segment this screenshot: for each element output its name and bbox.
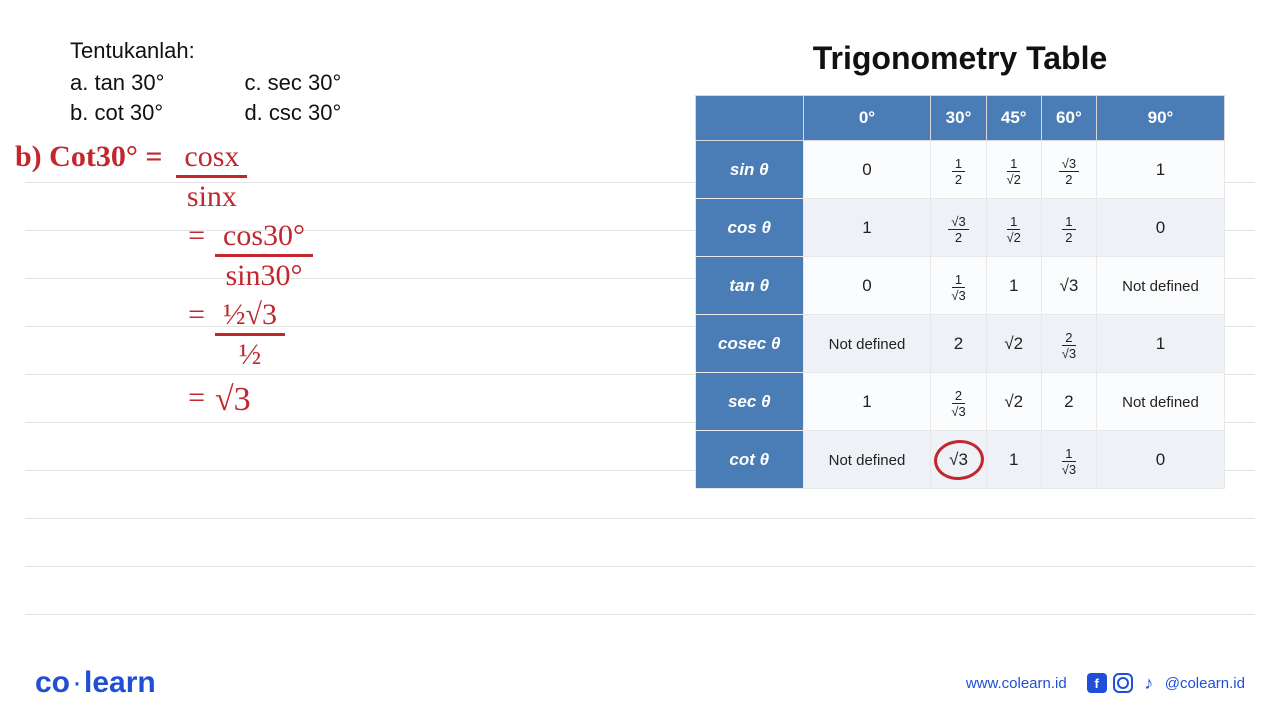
table-cell: 23 — [1041, 315, 1096, 373]
row-header: sec θ — [696, 373, 804, 431]
table-angle-1: 30° — [931, 96, 986, 141]
hw-step2-den: sin30° — [217, 257, 310, 292]
table-cell: 0 — [803, 257, 931, 315]
table-cell: 32 — [1041, 141, 1096, 199]
instagram-icon — [1113, 673, 1133, 693]
table-cell: 1 — [986, 257, 1041, 315]
table-cell: 2 — [986, 373, 1041, 431]
question-a: a. tan 30° — [70, 70, 164, 96]
table-row: cos θ13212120 — [696, 199, 1225, 257]
footer-url: www.colearn.id — [966, 675, 1067, 692]
question-title: Tentukanlah: — [70, 38, 341, 64]
table-row: tan θ01313Not defined — [696, 257, 1225, 315]
footer-handle: @colearn.id — [1165, 675, 1245, 692]
logo: co·learn — [35, 666, 156, 700]
table-angle-2: 45° — [986, 96, 1041, 141]
hw-step1-den: sinx — [179, 178, 245, 213]
question-c: c. sec 30° — [244, 70, 341, 96]
table-cell: 2 — [986, 315, 1041, 373]
row-header: tan θ — [696, 257, 804, 315]
question-block: Tentukanlah: a. tan 30° b. cot 30° c. se… — [70, 38, 341, 126]
table-cell: 1 — [803, 373, 931, 431]
row-header: cos θ — [696, 199, 804, 257]
tiktok-icon: ♪ — [1139, 673, 1159, 693]
table-angle-0: 0° — [803, 96, 931, 141]
logo-dot: · — [72, 666, 82, 699]
row-header: cosec θ — [696, 315, 804, 373]
hw-step2-num: cos30° — [215, 219, 313, 257]
hw-step3-num: ½√3 — [215, 298, 285, 336]
table-cell: Not defined — [1097, 373, 1225, 431]
table-cell: Not defined — [1097, 257, 1225, 315]
table-cell: 1 — [803, 199, 931, 257]
table-cell: 2 — [931, 315, 986, 373]
trig-table-wrap: Trigonometry Table 0° 30° 45° 60° 90° si… — [695, 40, 1225, 489]
table-cell: 12 — [1041, 199, 1096, 257]
table-cell: 12 — [986, 199, 1041, 257]
table-header-row: 0° 30° 45° 60° 90° — [696, 96, 1225, 141]
row-header: cot θ — [696, 431, 804, 489]
table-cell: 2 — [1041, 373, 1096, 431]
table-cell: 0 — [1097, 431, 1225, 489]
row-header: sin θ — [696, 141, 804, 199]
table-angle-3: 60° — [1041, 96, 1096, 141]
table-corner — [696, 96, 804, 141]
table-angle-4: 90° — [1097, 96, 1225, 141]
table-cell: 3 — [931, 431, 986, 489]
table-cell: 13 — [931, 257, 986, 315]
table-row: sec θ12322Not defined — [696, 373, 1225, 431]
table-cell: 1 — [986, 431, 1041, 489]
table-cell: 12 — [931, 141, 986, 199]
hw-result: √3 — [215, 381, 251, 418]
trig-table: 0° 30° 45° 60° 90° sin θ01212321cos θ132… — [695, 95, 1225, 489]
logo-co: co — [35, 666, 70, 699]
facebook-icon: f — [1087, 673, 1107, 693]
hw-step3-den: ½ — [231, 336, 270, 371]
table-row: cot θNot defined31130 — [696, 431, 1225, 489]
table-cell: Not defined — [803, 315, 931, 373]
question-d: d. csc 30° — [244, 100, 341, 126]
table-cell: 13 — [1041, 431, 1096, 489]
table-cell: 0 — [1097, 199, 1225, 257]
logo-learn: learn — [84, 666, 156, 699]
table-cell: 12 — [986, 141, 1041, 199]
table-cell: 0 — [803, 141, 931, 199]
table-row: sin θ01212321 — [696, 141, 1225, 199]
table-cell: 23 — [931, 373, 986, 431]
table-row: cosec θNot defined22231 — [696, 315, 1225, 373]
table-cell: Not defined — [803, 431, 931, 489]
hw-step1-num: cosx — [176, 140, 247, 178]
table-cell: 32 — [931, 199, 986, 257]
hw-label: b) Cot30° = — [15, 140, 162, 173]
table-cell: 1 — [1097, 141, 1225, 199]
table-cell: 1 — [1097, 315, 1225, 373]
table-title: Trigonometry Table — [695, 40, 1225, 77]
question-b: b. cot 30° — [70, 100, 164, 126]
footer: co·learn www.colearn.id f ♪ @colearn.id — [35, 666, 1245, 700]
social-icons: f ♪ @colearn.id — [1087, 673, 1245, 693]
handwritten-work: b) Cot30° = cosx sinx = cos30° sin30° = … — [15, 140, 313, 424]
table-cell: 3 — [1041, 257, 1096, 315]
